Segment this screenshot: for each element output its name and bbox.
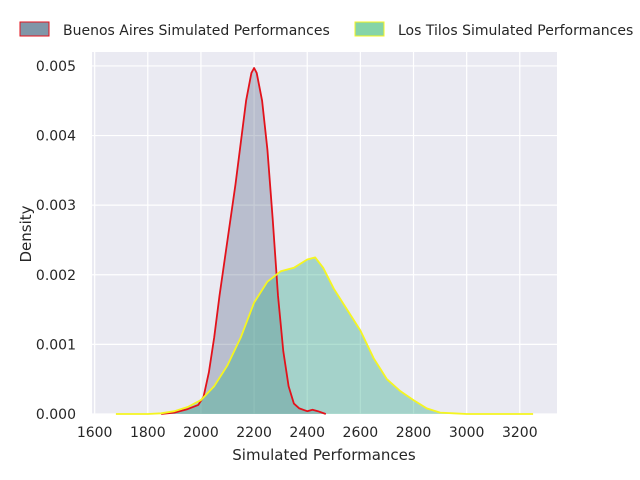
y-axis-ticks: 0.000 0.001 0.002 0.003 0.004 0.005 bbox=[36, 59, 76, 423]
x-axis-ticks: 1600 1800 2000 2200 2400 2600 2800 3000 3200 bbox=[77, 425, 538, 441]
x-tick-label: 2000 bbox=[183, 425, 219, 441]
series-layer bbox=[115, 67, 534, 415]
y-tick-label: 0.002 bbox=[36, 268, 76, 284]
x-tick-label: 2800 bbox=[396, 425, 432, 441]
x-tick-label: 2600 bbox=[343, 425, 379, 441]
legend-label: Buenos Aires Simulated Performances bbox=[63, 23, 330, 39]
density-line bbox=[115, 256, 534, 415]
density-line bbox=[161, 67, 327, 415]
x-tick-label: 2400 bbox=[289, 425, 325, 441]
density-area bbox=[161, 68, 326, 414]
density-area bbox=[115, 257, 534, 414]
x-tick-label: 1800 bbox=[130, 425, 166, 441]
y-tick-label: 0.005 bbox=[36, 59, 76, 75]
legend-swatch bbox=[19, 21, 50, 37]
y-tick-label: 0.004 bbox=[36, 129, 76, 145]
x-tick-label: 1600 bbox=[77, 425, 113, 441]
x-axis-title: Simulated Performances bbox=[232, 446, 416, 464]
y-tick-label: 0.000 bbox=[36, 407, 76, 423]
legend-swatch bbox=[354, 21, 385, 37]
plot-area bbox=[92, 52, 557, 414]
x-tick-label: 3000 bbox=[449, 425, 485, 441]
x-tick-label: 3200 bbox=[502, 425, 538, 441]
legend-label: Los Tilos Simulated Performances bbox=[398, 23, 633, 39]
y-tick-label: 0.003 bbox=[36, 198, 76, 214]
y-axis-title: Density bbox=[17, 205, 35, 262]
y-tick-label: 0.001 bbox=[36, 337, 76, 353]
legend: Buenos Aires Simulated Performances Los T… bbox=[19, 21, 633, 39]
x-tick-label: 2200 bbox=[236, 425, 272, 441]
